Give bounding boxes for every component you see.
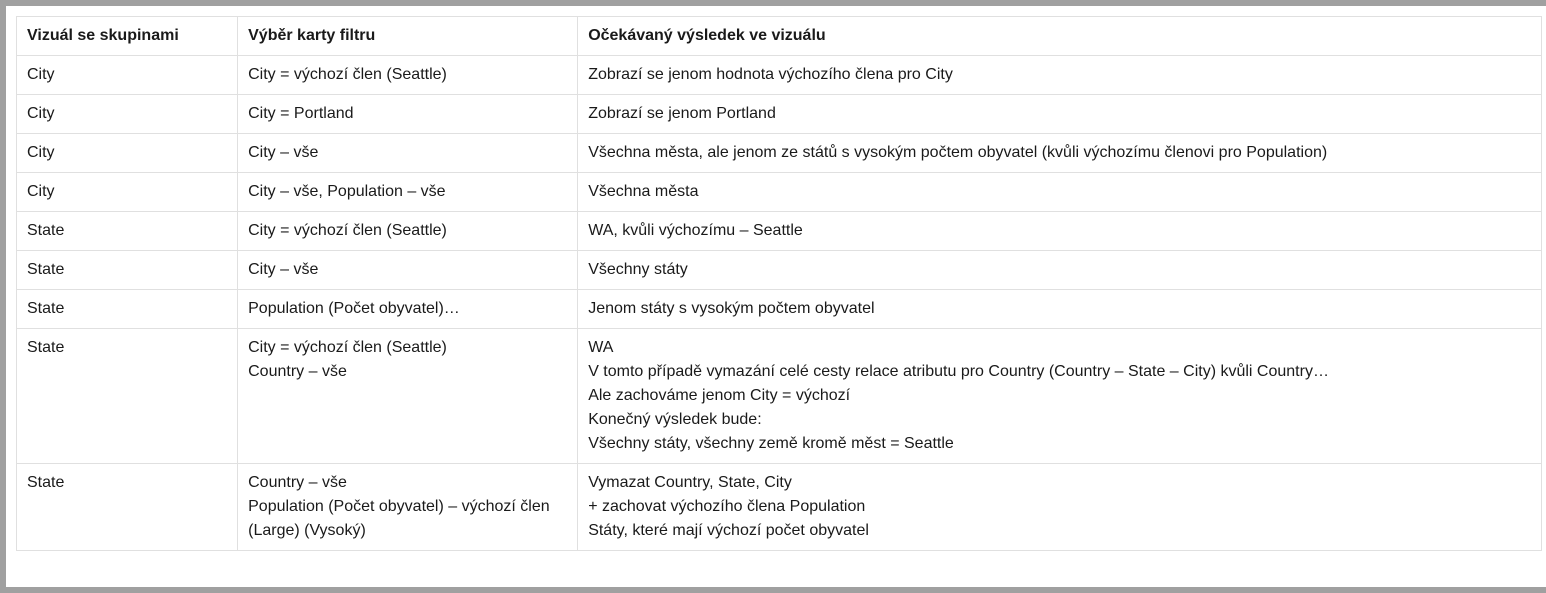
cell-filter: Population (Počet obyvatel)… (238, 290, 578, 329)
table-row: City City – vše, Population – vše Všechn… (17, 173, 1542, 212)
cell-filter: Country – všePopulation (Počet obyvatel)… (238, 464, 578, 551)
table-row: State Population (Počet obyvatel)… Jenom… (17, 290, 1542, 329)
table-row: State City – vše Všechny státy (17, 251, 1542, 290)
cell-visual: City (17, 56, 238, 95)
col-header-visual: Vizuál se skupinami (17, 17, 238, 56)
cell-filter: City – vše, Population – vše (238, 173, 578, 212)
table-row: City City – vše Všechna města, ale jenom… (17, 134, 1542, 173)
filter-behavior-table: Vizuál se skupinami Výběr karty filtru O… (16, 16, 1542, 551)
cell-filter: City = výchozí člen (Seattle) (238, 212, 578, 251)
table-header-row: Vizuál se skupinami Výběr karty filtru O… (17, 17, 1542, 56)
cell-visual: City (17, 173, 238, 212)
cell-visual: State (17, 212, 238, 251)
cell-visual: State (17, 329, 238, 464)
cell-result: WAV tomto případě vymazání celé cesty re… (578, 329, 1542, 464)
cell-result: Jenom státy s vysokým počtem obyvatel (578, 290, 1542, 329)
table-row: City City = výchozí člen (Seattle) Zobra… (17, 56, 1542, 95)
cell-result: Zobrazí se jenom Portland (578, 95, 1542, 134)
col-header-filter: Výběr karty filtru (238, 17, 578, 56)
cell-result: Zobrazí se jenom hodnota výchozího člena… (578, 56, 1542, 95)
cell-filter: City = Portland (238, 95, 578, 134)
col-header-result: Očekávaný výsledek ve vizuálu (578, 17, 1542, 56)
table-row: State City = výchozí člen (Seattle)Count… (17, 329, 1542, 464)
table-row: City City = Portland Zobrazí se jenom Po… (17, 95, 1542, 134)
table-row: State City = výchozí člen (Seattle) WA, … (17, 212, 1542, 251)
cell-visual: City (17, 134, 238, 173)
cell-visual: City (17, 95, 238, 134)
content-frame: { "table": { "columns": [ { "header": "V… (6, 6, 1546, 587)
cell-result: Všechny státy (578, 251, 1542, 290)
cell-filter: City – vše (238, 251, 578, 290)
cell-result: Všechna města, ale jenom ze států s vyso… (578, 134, 1542, 173)
cell-filter: City = výchozí člen (Seattle)Country – v… (238, 329, 578, 464)
cell-visual: State (17, 464, 238, 551)
table-row: State Country – všePopulation (Počet oby… (17, 464, 1542, 551)
cell-filter: City = výchozí člen (Seattle) (238, 56, 578, 95)
cell-visual: State (17, 290, 238, 329)
cell-visual: State (17, 251, 238, 290)
cell-result: WA, kvůli výchozímu – Seattle (578, 212, 1542, 251)
cell-filter: City – vše (238, 134, 578, 173)
cell-result: Vymazat Country, State, City+ zachovat v… (578, 464, 1542, 551)
cell-result: Všechna města (578, 173, 1542, 212)
